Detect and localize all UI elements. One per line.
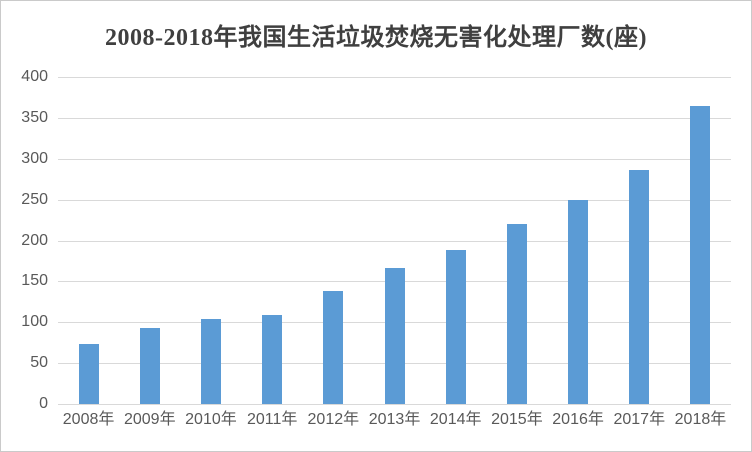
y-tick-label: 350 (21, 108, 48, 126)
bar-2014年 (445, 250, 466, 404)
x-tick-label: 2013年 (368, 411, 421, 428)
bar-2008年 (78, 343, 99, 404)
y-tick-label: 250 (21, 190, 48, 208)
bar-2012年 (323, 291, 344, 404)
bar-2013年 (384, 268, 405, 404)
y-tick-label: 300 (21, 149, 48, 167)
x-tick-label: 2010年 (185, 411, 237, 428)
y-tick-label: 150 (21, 272, 48, 290)
bar-2011年 (262, 314, 283, 404)
y-axis-labels: 0 50 100 150 200 250 300 350 400 (1, 69, 48, 412)
x-tick-label: 2017年 (613, 411, 666, 428)
y-tick-label: 100 (21, 313, 48, 331)
plot-area (58, 77, 731, 405)
x-tick-label: 2012年 (307, 411, 360, 428)
bar-2015年 (506, 224, 527, 404)
gridline (58, 77, 731, 78)
x-tick-label: 2009年 (123, 411, 176, 428)
x-tick-label: 2014年 (429, 411, 482, 428)
bar-2017年 (629, 170, 650, 404)
y-tick-label: 400 (21, 68, 48, 85)
gridline (58, 199, 731, 201)
gridline (58, 117, 731, 119)
chart-title: 2008-2018年我国生活垃圾焚烧无害化处理厂数(座) (105, 25, 647, 51)
y-tick-label: 50 (30, 354, 48, 372)
x-tick-label: 2011年 (246, 411, 298, 428)
gridline (58, 240, 731, 242)
bar-2010年 (200, 318, 221, 404)
x-tick-label: 2018年 (674, 411, 727, 428)
bar-2009年 (139, 327, 160, 404)
bar-2018年 (690, 106, 711, 404)
bar-2016年 (568, 200, 589, 404)
x-tick-label: 2008年 (62, 411, 115, 428)
gridline (58, 158, 731, 160)
x-axis-labels: 2008年 2009年 2010年 2011年 2012年 2013年 2014年 2015年… (58, 410, 731, 429)
y-tick-label: 200 (21, 231, 48, 249)
y-tick-label: 0 (39, 395, 48, 412)
x-tick-label: 2016年 (552, 411, 604, 428)
x-tick-label: 2015年 (491, 411, 543, 428)
gridline (58, 404, 731, 405)
